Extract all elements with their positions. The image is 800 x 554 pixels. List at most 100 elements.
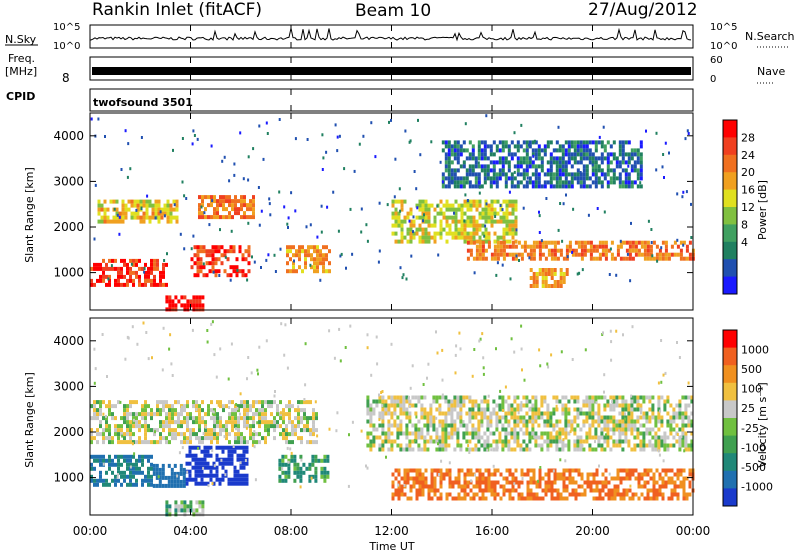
heatmap-cell xyxy=(366,333,369,337)
heatmap-cell xyxy=(516,407,520,412)
heatmap-cell xyxy=(554,148,557,152)
heatmap-cell xyxy=(477,161,480,165)
heatmap-cell xyxy=(339,254,342,258)
heatmap-cell xyxy=(514,219,518,224)
heatmap-cell xyxy=(170,471,174,476)
heatmap-cell xyxy=(519,160,523,165)
heatmap-cell xyxy=(514,476,518,481)
heatmap-cell xyxy=(459,184,463,189)
colorbar-swatch xyxy=(723,120,737,138)
heatmap-cell xyxy=(215,473,219,478)
heatmap-cell xyxy=(534,148,538,153)
heatmap-cell xyxy=(235,403,238,406)
heatmap-cell xyxy=(600,435,604,440)
heatmap-cell xyxy=(687,381,690,385)
heatmap-cell xyxy=(487,235,491,240)
heatmap-cell xyxy=(532,280,536,284)
heatmap-cell xyxy=(493,219,497,224)
heatmap-cell xyxy=(495,148,499,153)
heatmap-cell xyxy=(634,476,638,481)
heatmap-cell xyxy=(649,468,653,473)
heatmap-cell xyxy=(678,411,682,416)
heatmap-cell xyxy=(567,172,571,177)
heatmap-cell xyxy=(582,184,586,189)
heatmap-cell xyxy=(618,176,622,181)
heatmap-cell xyxy=(498,395,502,400)
heatmap-cell xyxy=(439,231,443,236)
heatmap-cell xyxy=(432,423,436,428)
heatmap-cell xyxy=(423,411,427,416)
heatmap-cell xyxy=(484,211,488,216)
heatmap-cell xyxy=(447,160,451,165)
heatmap-cell xyxy=(219,195,222,200)
heatmap-cell xyxy=(393,419,397,424)
heatmap-cell xyxy=(457,235,461,240)
heatmap-cell xyxy=(378,443,382,448)
heatmap-cell xyxy=(273,428,276,433)
heatmap-cell xyxy=(444,443,448,448)
heatmap-cell xyxy=(552,439,556,444)
heatmap-cell xyxy=(240,400,243,405)
heatmap-cell xyxy=(504,140,508,145)
heatmap-cell xyxy=(630,415,634,420)
heatmap-cell xyxy=(343,167,346,171)
heatmap-cell xyxy=(571,480,575,485)
x-tick-label: 00:00 xyxy=(676,524,711,538)
heatmap-cell xyxy=(291,424,294,429)
heatmap-cell xyxy=(141,454,144,459)
heatmap-cell xyxy=(463,488,467,493)
heatmap-cell xyxy=(522,140,526,145)
heatmap-cell xyxy=(230,342,233,346)
heatmap-cell xyxy=(360,207,363,211)
heatmap-cell xyxy=(409,488,413,493)
heatmap-cell xyxy=(439,492,443,497)
heatmap-cell xyxy=(639,156,643,161)
heatmap-cell xyxy=(121,199,125,204)
heatmap-cell xyxy=(249,404,252,409)
heatmap-cell xyxy=(316,249,319,254)
heatmap-cell xyxy=(463,496,467,501)
heatmap-cell xyxy=(664,252,668,257)
heatmap-cell xyxy=(592,488,596,493)
heatmap-cell xyxy=(433,468,437,473)
heatmap-cell xyxy=(651,403,655,408)
heatmap-cell xyxy=(504,385,507,389)
heatmap-cell xyxy=(279,247,282,251)
heatmap-cell xyxy=(429,407,433,412)
heatmap-cell xyxy=(540,415,544,420)
heatmap-cell xyxy=(417,395,421,400)
heatmap-cell xyxy=(264,424,267,429)
heatmap-cell xyxy=(597,403,601,408)
heatmap-cell xyxy=(247,253,251,258)
heatmap-cell xyxy=(567,419,571,424)
heatmap-cell xyxy=(406,472,410,477)
heatmap-cell xyxy=(471,184,475,189)
heatmap-cell xyxy=(273,424,276,429)
heatmap-cell xyxy=(170,475,174,480)
heatmap-cell xyxy=(270,420,273,425)
heatmap-cell xyxy=(522,423,526,428)
heatmap-cell xyxy=(301,245,304,250)
heatmap-cell xyxy=(313,265,316,270)
heatmap-cell xyxy=(625,472,629,477)
heatmap-cell xyxy=(646,256,650,261)
heatmap-cell xyxy=(532,244,536,249)
heatmap-cell xyxy=(498,148,502,153)
heatmap-cell xyxy=(120,270,123,275)
heatmap-cell xyxy=(478,480,482,485)
heatmap-cell xyxy=(469,215,473,220)
heatmap-cell xyxy=(201,512,205,517)
heatmap-cell xyxy=(595,496,599,501)
heatmap-cell xyxy=(528,176,532,181)
heatmap-cell xyxy=(690,423,694,428)
heatmap-cell xyxy=(192,420,195,425)
heatmap-cell xyxy=(604,476,608,481)
heatmap-cell xyxy=(397,215,401,220)
heatmap-cell xyxy=(444,156,448,161)
heatmap-cell xyxy=(374,155,377,159)
heatmap-cell xyxy=(499,204,502,207)
heatmap-cell xyxy=(604,480,608,485)
heatmap-cell xyxy=(471,411,475,416)
heatmap-cell xyxy=(582,423,586,428)
heatmap-cell xyxy=(424,239,428,244)
